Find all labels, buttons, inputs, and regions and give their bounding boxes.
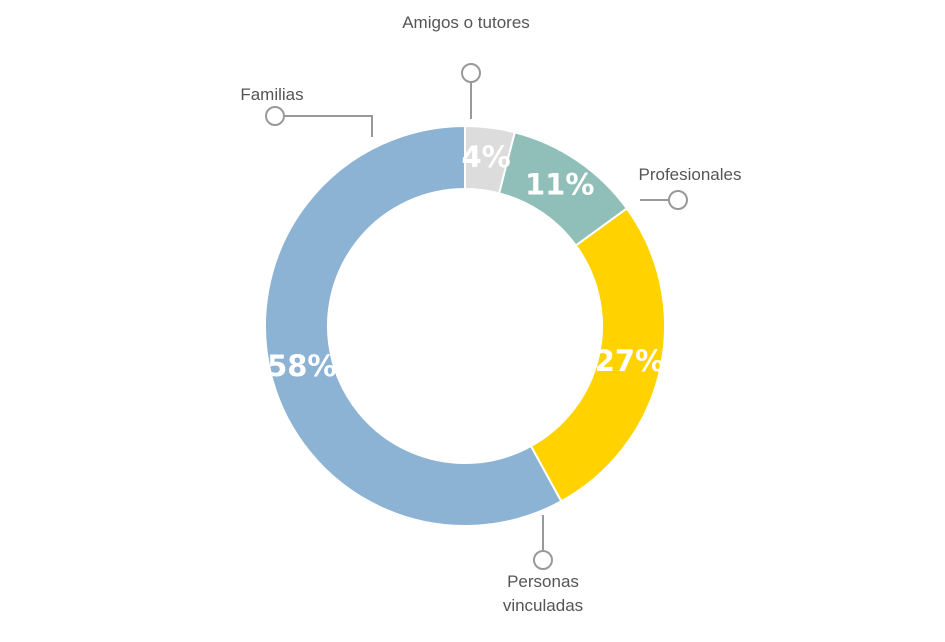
category-label: Amigos o tutores (402, 13, 530, 32)
donut-segment (264, 124, 563, 527)
category-label: Profesionales (638, 165, 742, 184)
leader-dot (533, 550, 553, 570)
category-label: Familias (240, 85, 304, 104)
value-label: 4% (461, 140, 510, 174)
value-label: 11% (525, 168, 594, 202)
donut-segment (497, 131, 629, 247)
donut-segment (529, 207, 666, 503)
leader-dot (265, 106, 285, 126)
category-label: Personas vinculadas (502, 572, 584, 615)
value-label: 27% (595, 344, 664, 378)
leaders (265, 63, 688, 570)
value-label: 58% (267, 349, 336, 383)
leader-dot (668, 190, 688, 210)
leader-line (284, 115, 373, 137)
donut-segment (464, 124, 516, 195)
leader-dot (461, 63, 481, 83)
